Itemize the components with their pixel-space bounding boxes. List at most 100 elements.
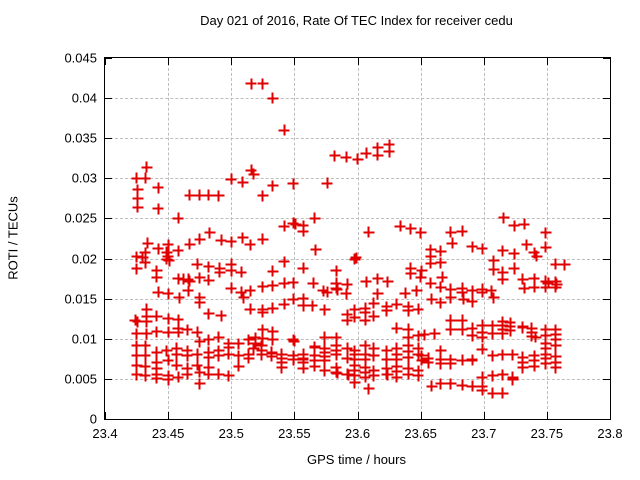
data-point-plus-marker [349, 370, 361, 382]
data-point-plus-marker [540, 324, 552, 336]
data-point-plus-marker [476, 384, 488, 396]
data-point-plus-marker [290, 218, 302, 230]
data-point-plus-marker [540, 227, 552, 239]
data-point-plus-marker [550, 350, 562, 362]
data-point-plus-marker [445, 292, 457, 304]
data-point-plus-marker [476, 343, 488, 355]
data-point-plus-marker [466, 285, 478, 297]
data-point-plus-marker [297, 357, 309, 369]
data-point-plus-marker [162, 239, 174, 251]
data-point-plus-marker [402, 323, 414, 335]
data-point-plus-marker [391, 348, 403, 360]
data-point-plus-marker [203, 334, 215, 346]
data-point-plus-marker [359, 371, 371, 383]
data-point-plus-marker [550, 281, 562, 293]
data-point-plus-marker [225, 173, 237, 185]
data-point-plus-marker [245, 78, 257, 90]
data-point-plus-marker [297, 225, 309, 237]
data-point-plus-marker [456, 314, 468, 326]
data-point-plus-marker [297, 300, 309, 312]
y-tick-label: 0.02 [71, 251, 97, 267]
data-point-plus-marker [163, 255, 175, 267]
data-point-plus-marker [402, 351, 414, 363]
data-point-plus-marker [391, 354, 403, 366]
data-point-plus-marker [425, 250, 437, 262]
data-point-plus-marker [402, 362, 414, 374]
data-point-plus-marker [307, 277, 319, 289]
data-point-plus-marker [139, 172, 151, 184]
data-point-plus-marker [517, 273, 529, 285]
data-point-plus-marker [412, 342, 424, 354]
data-point-plus-marker [257, 281, 269, 293]
data-point-plus-marker [171, 359, 183, 371]
data-point-plus-marker [248, 342, 260, 354]
y-tick-label: 0.035 [64, 130, 97, 146]
data-point-plus-marker [173, 292, 185, 304]
data-point-plus-marker [391, 342, 403, 354]
x-tick-label: 23.65 [404, 426, 437, 441]
data-point-plus-marker [162, 326, 174, 338]
x-tick-mark [294, 412, 296, 419]
data-point-plus-marker [508, 263, 520, 275]
data-point-plus-marker [184, 189, 196, 201]
data-point-plus-marker [382, 276, 394, 288]
data-point-plus-marker [360, 276, 372, 288]
data-point-plus-marker [542, 277, 554, 289]
data-point-plus-marker [278, 277, 290, 289]
data-point-plus-marker [172, 371, 184, 383]
data-point-plus-marker [248, 168, 260, 180]
data-point-plus-marker [297, 293, 309, 305]
y-tick-label: 0 [89, 411, 97, 427]
data-point-plus-marker [341, 342, 353, 354]
data-point-plus-marker [256, 349, 268, 361]
data-point-plus-marker [341, 314, 353, 326]
data-point-plus-marker [531, 250, 543, 262]
x-tick-mark [105, 412, 106, 419]
data-point-plus-marker [151, 326, 163, 338]
data-point-plus-marker [278, 124, 290, 136]
data-point-plus-marker [139, 247, 151, 259]
data-point-plus-marker [425, 244, 437, 256]
data-point-plus-marker [181, 324, 193, 336]
data-point-plus-marker [330, 349, 342, 361]
y-tick-label: 0.03 [71, 170, 97, 186]
data-point-plus-marker [142, 237, 154, 249]
data-point-plus-marker [359, 340, 371, 352]
data-point-plus-marker [141, 316, 153, 328]
data-point-plus-marker [391, 322, 403, 334]
data-point-plus-marker [416, 265, 428, 277]
data-point-plus-marker [363, 226, 375, 238]
data-point-plus-marker [214, 266, 226, 278]
data-point-plus-marker [402, 305, 414, 317]
data-point-plus-marker [319, 304, 331, 316]
data-point-plus-marker [540, 241, 552, 253]
data-point-plus-marker [422, 357, 434, 369]
data-point-plus-marker [225, 282, 237, 294]
data-point-plus-marker [194, 233, 206, 245]
data-point-plus-marker [184, 238, 196, 250]
data-point-plus-marker [225, 265, 237, 277]
data-point-plus-marker [225, 236, 237, 248]
data-point-plus-marker [203, 368, 215, 380]
data-point-plus-marker [530, 331, 541, 343]
data-point-plus-marker [321, 177, 333, 189]
data-point-plus-marker [349, 253, 361, 265]
data-point-plus-marker [485, 285, 497, 297]
data-point-plus-marker [317, 285, 329, 297]
y-tick-mark [105, 98, 112, 100]
data-point-plus-marker [445, 314, 457, 326]
data-point-plus-marker [141, 161, 153, 173]
data-point-plus-marker [249, 332, 261, 344]
data-point-plus-marker [359, 306, 371, 318]
data-point-plus-marker [267, 326, 279, 338]
data-point-plus-marker [287, 293, 299, 305]
data-point-plus-marker [476, 319, 488, 331]
data-point-plus-marker [267, 280, 279, 292]
data-point-plus-marker [132, 184, 144, 196]
y-tick-mark [105, 419, 112, 420]
data-point-plus-marker [139, 350, 151, 362]
data-point-plus-marker [204, 227, 216, 239]
data-point-plus-marker [540, 330, 552, 342]
data-point-plus-marker [540, 352, 552, 364]
